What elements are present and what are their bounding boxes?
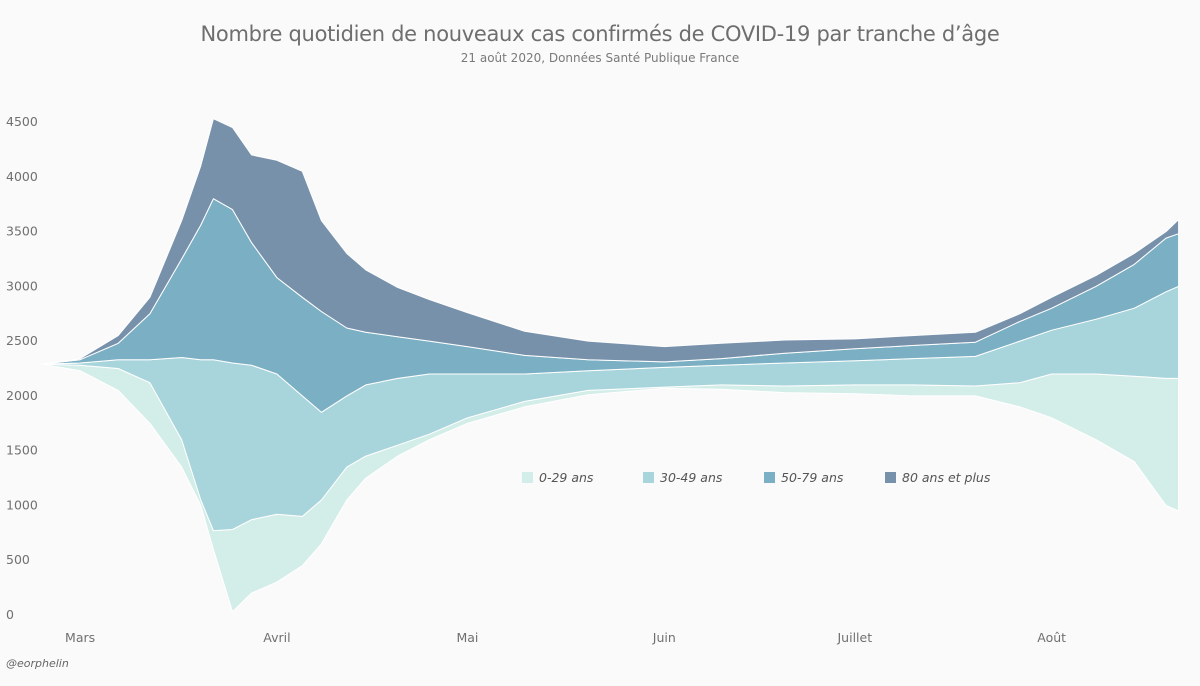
x-tick-label: Juin bbox=[652, 630, 676, 645]
legend-label: 50-79 ans bbox=[781, 470, 844, 485]
legend-item: 0-29 ans bbox=[522, 470, 594, 485]
legend-label: 80 ans et plus bbox=[902, 470, 991, 485]
y-tick-label: 1500 bbox=[6, 443, 38, 458]
chart-subtitle: 21 août 2020, Données Santé Publique Fra… bbox=[460, 51, 740, 65]
x-tick-label: Juillet bbox=[836, 630, 872, 645]
y-tick-label: 0 bbox=[6, 607, 14, 622]
y-axis: 0 500 1000 1500 2000 2500 3000 3500 4000 4500 bbox=[6, 114, 38, 622]
legend-item: 30-49 ans bbox=[643, 470, 723, 485]
author-credit: @eorphelin bbox=[6, 657, 69, 670]
y-tick-label: 500 bbox=[6, 552, 30, 567]
legend-swatch bbox=[764, 472, 775, 483]
area-80-ans-et-plus bbox=[41, 118, 1180, 365]
legend-label: 0-29 ans bbox=[539, 470, 594, 485]
y-tick-label: 4500 bbox=[6, 114, 38, 129]
y-tick-label: 2000 bbox=[6, 388, 38, 403]
areas-layer bbox=[41, 118, 1180, 613]
legend-item: 50-79 ans bbox=[764, 470, 844, 485]
y-tick-label: 2500 bbox=[6, 333, 38, 348]
legend-swatch bbox=[885, 472, 896, 483]
x-tick-label: Août bbox=[1037, 630, 1066, 645]
legend-swatch bbox=[643, 472, 654, 483]
y-tick-label: 1000 bbox=[6, 497, 38, 512]
legend-label: 30-49 ans bbox=[660, 470, 723, 485]
y-tick-label: 4000 bbox=[6, 169, 38, 184]
y-tick-label: 3500 bbox=[6, 224, 38, 239]
legend-item: 80 ans et plus bbox=[885, 470, 991, 485]
x-tick-label: Avril bbox=[263, 630, 290, 645]
x-tick-label: Mars bbox=[65, 630, 95, 645]
chart-title: Nombre quotidien de nouveaux cas confirm… bbox=[200, 22, 1000, 46]
x-axis: Mars Avril Mai Juin Juillet Août bbox=[65, 630, 1066, 645]
x-tick-label: Mai bbox=[456, 630, 478, 645]
y-tick-label: 3000 bbox=[6, 278, 38, 293]
legend-swatch bbox=[522, 472, 533, 483]
legend: 0-29 ans 30-49 ans 50-79 ans 80 ans et plus bbox=[522, 470, 991, 485]
